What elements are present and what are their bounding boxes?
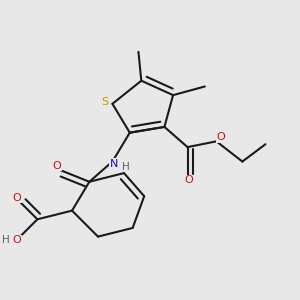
Text: S: S <box>102 98 109 107</box>
Text: O: O <box>216 132 225 142</box>
Text: H: H <box>2 235 10 245</box>
Text: O: O <box>52 161 62 171</box>
Text: O: O <box>13 235 22 245</box>
Text: N: N <box>110 159 118 169</box>
Text: O: O <box>13 193 22 202</box>
Text: O: O <box>184 175 193 185</box>
Text: H: H <box>122 162 129 172</box>
